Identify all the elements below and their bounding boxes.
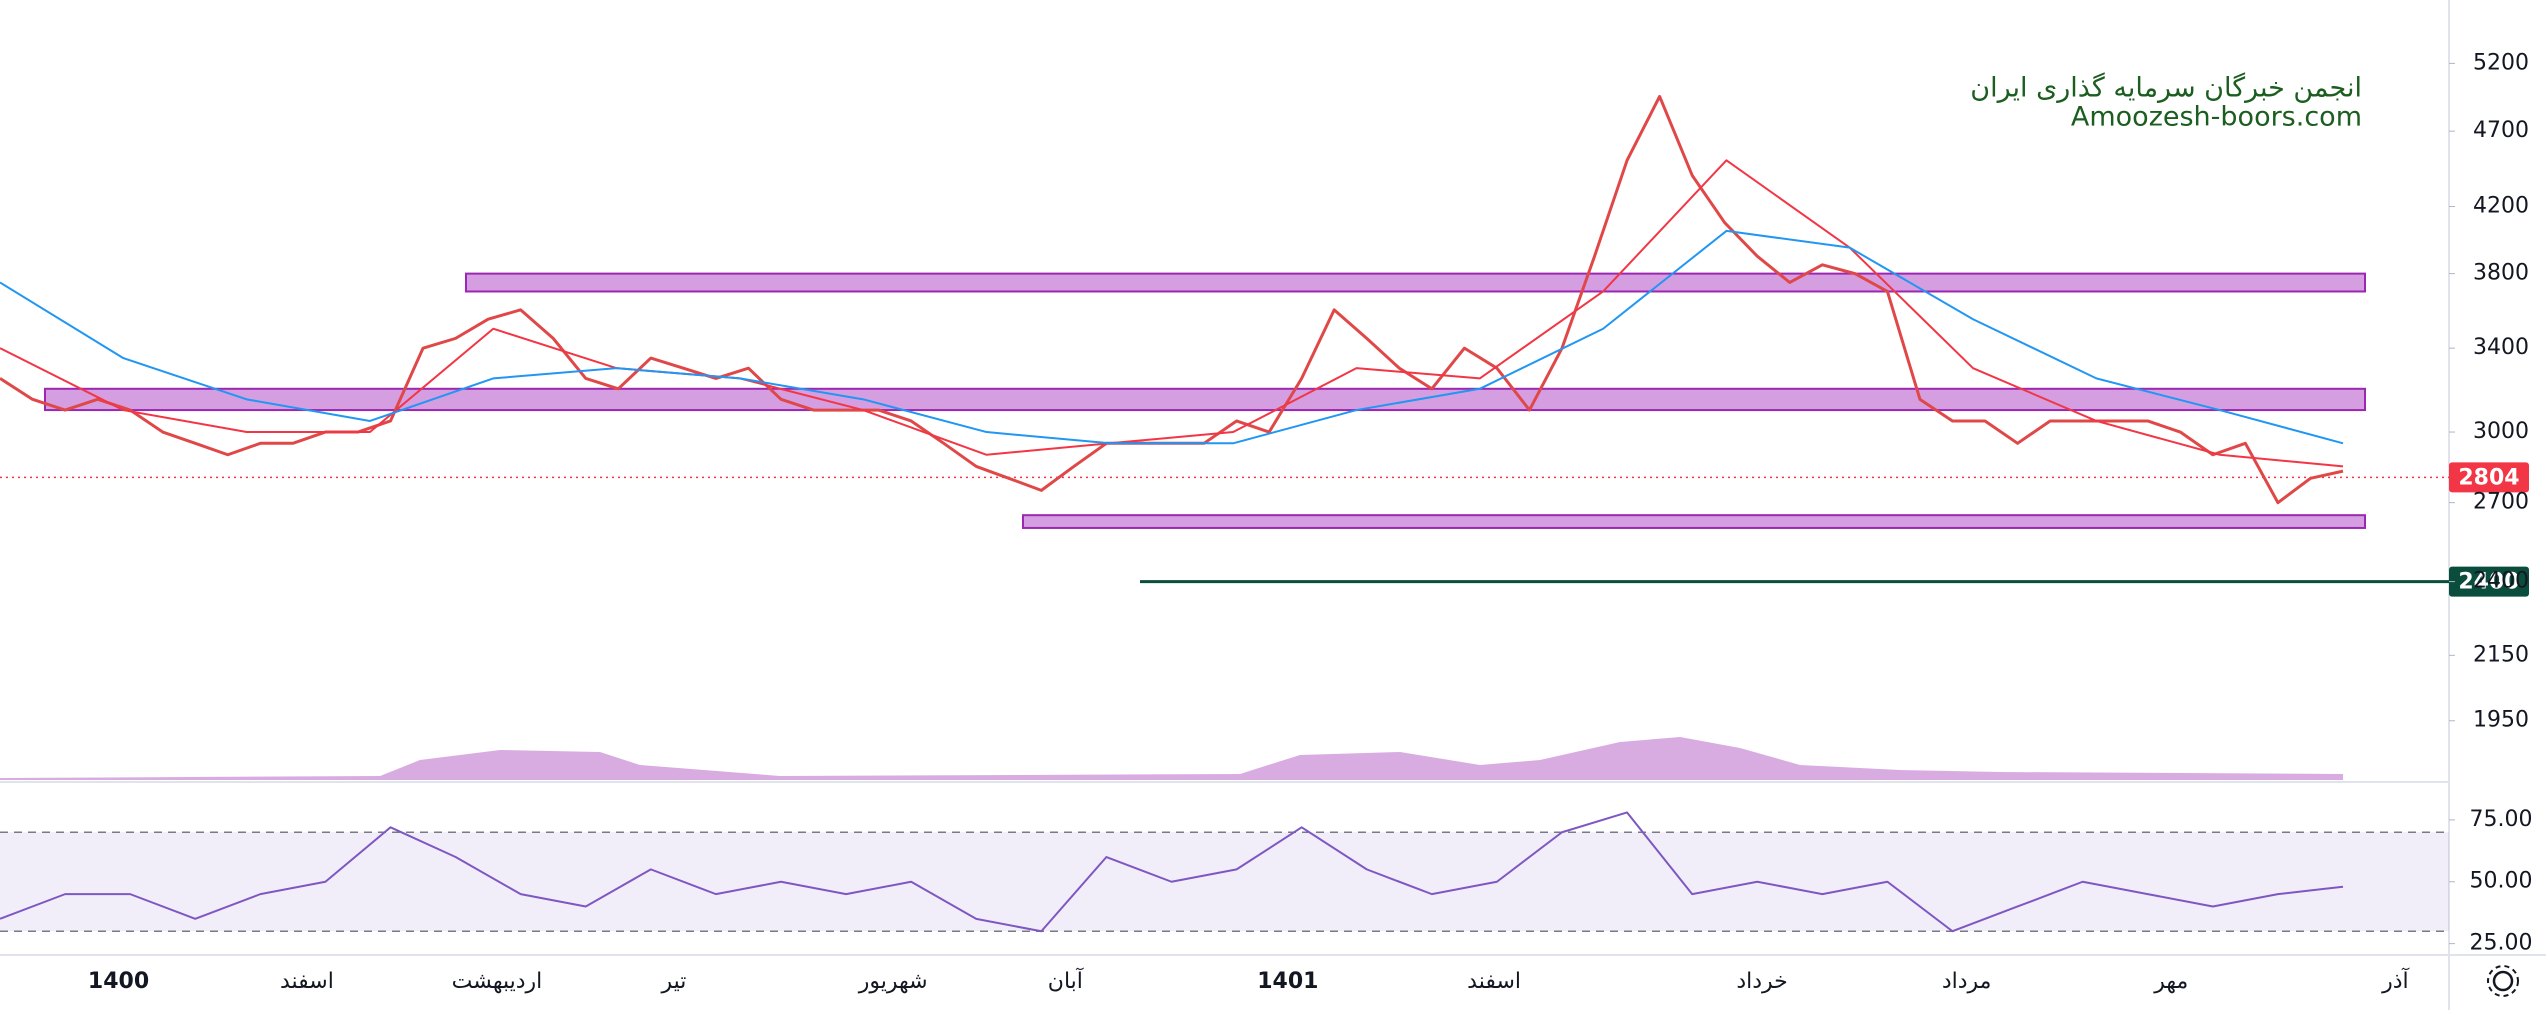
rsi-y-tick-label: 50.00 [2470, 869, 2533, 894]
x-tick-label: خرداد [1736, 969, 1787, 994]
last-price-label: 2804 [2458, 465, 2519, 490]
x-tick-label: 1400 [88, 969, 149, 994]
x-tick-label: مهر [2153, 969, 2188, 994]
x-tick-label: تیر [661, 969, 687, 994]
price-zone [44, 387, 2366, 412]
settings-icon[interactable] [2487, 965, 2519, 997]
rsi-y-tick-label: 25.00 [2470, 931, 2533, 956]
level-label: 2400 [2458, 570, 2519, 595]
y-tick-label: 5200 [2473, 50, 2529, 75]
y-tick-label: 2700 [2473, 490, 2529, 515]
price-zone [465, 272, 2366, 293]
x-tick-label: 1401 [1257, 969, 1318, 994]
volume-area [0, 737, 2343, 780]
x-tick-label: آبان [1048, 967, 1084, 994]
series-line [0, 811, 2344, 933]
rsi-band [0, 832, 2449, 932]
watermark-title: انجمن خبرگان سرمایه گذاری ایران [1970, 72, 2362, 104]
y-tick-label: 4700 [2473, 118, 2529, 143]
y-tick-label: 2150 [2473, 642, 2529, 667]
price-zone [1022, 514, 2366, 529]
series-line [0, 229, 2344, 445]
x-tick-label: مرداد [1942, 969, 1992, 994]
level-badge [2449, 566, 2529, 597]
y-tick-label: 3400 [2473, 335, 2529, 360]
y-tick-label: 2400 [2473, 569, 2529, 594]
y-tick-label: 4200 [2473, 194, 2529, 219]
y-tick-label: 3000 [2473, 419, 2529, 444]
x-tick-label: آذر [2381, 967, 2409, 994]
x-tick-label: شهریور [858, 969, 928, 994]
y-tick-label: 1950 [2473, 708, 2529, 733]
last-price-badge [2449, 462, 2529, 493]
x-tick-label: اسفند [280, 969, 334, 994]
watermark-url: Amoozesh-boors.com [2071, 102, 2362, 133]
y-tick-label: 3800 [2473, 261, 2529, 286]
x-tick-label: اردیبهشت [452, 969, 543, 994]
rsi-y-tick-label: 75.00 [2470, 807, 2533, 832]
x-tick-label: اسفند [1467, 969, 1521, 994]
